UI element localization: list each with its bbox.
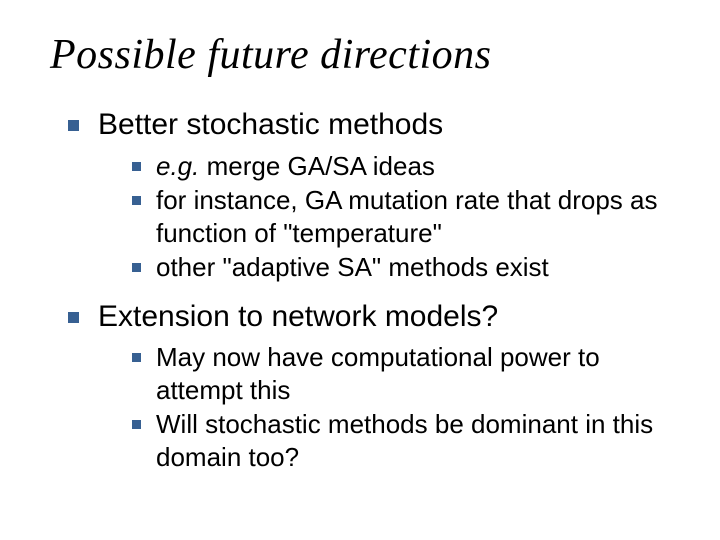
slide-title: Possible future directions bbox=[50, 32, 670, 78]
list-item-text: May now have computational power to atte… bbox=[156, 342, 600, 405]
bullet-list: Better stochastic methods e.g. merge GA/… bbox=[50, 106, 670, 473]
list-item: for instance, GA mutation rate that drop… bbox=[126, 184, 670, 249]
list-item-text: Extension to network models? bbox=[98, 300, 498, 333]
list-item: May now have computational power to atte… bbox=[126, 341, 670, 406]
list-item: Better stochastic methods e.g. merge GA/… bbox=[62, 106, 670, 284]
list-item: other "adaptive SA" methods exist bbox=[126, 251, 670, 284]
list-item-text: Better stochastic methods bbox=[98, 108, 443, 141]
list-item-text: other "adaptive SA" methods exist bbox=[156, 252, 549, 282]
list-item: e.g. merge GA/SA ideas bbox=[126, 150, 670, 183]
list-item: Extension to network models? May now hav… bbox=[62, 298, 670, 474]
sub-list: e.g. merge GA/SA ideas for instance, GA … bbox=[98, 150, 670, 284]
list-item-text: for instance, GA mutation rate that drop… bbox=[156, 185, 658, 248]
list-item-text: Will stochastic methods be dominant in t… bbox=[156, 409, 653, 472]
list-item-text: merge GA/SA ideas bbox=[199, 151, 435, 181]
italic-prefix: e.g. bbox=[156, 151, 199, 181]
sub-list: May now have computational power to atte… bbox=[98, 341, 670, 473]
list-item: Will stochastic methods be dominant in t… bbox=[126, 408, 670, 473]
slide: Possible future directions Better stocha… bbox=[0, 0, 720, 540]
